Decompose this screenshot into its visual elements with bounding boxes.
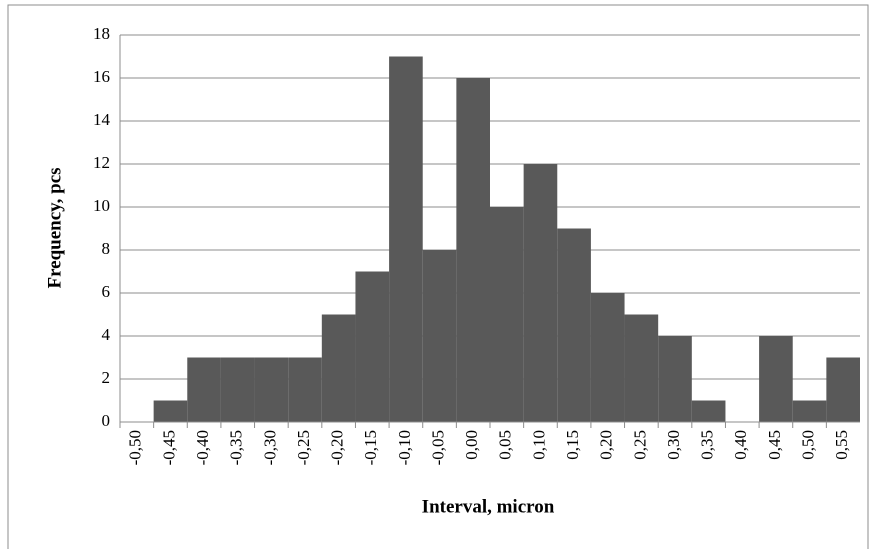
x-tick-label: -0,25 bbox=[294, 430, 313, 465]
x-tick-label: -0,05 bbox=[428, 430, 447, 465]
x-tick-label: -0,30 bbox=[260, 430, 279, 465]
bar bbox=[759, 336, 793, 422]
x-tick-label: 0,50 bbox=[798, 430, 817, 460]
bar bbox=[523, 164, 558, 422]
bar bbox=[288, 357, 322, 422]
bar bbox=[624, 314, 659, 422]
y-tick-label: 14 bbox=[93, 110, 111, 129]
x-tick-label: -0,35 bbox=[227, 430, 246, 465]
bar bbox=[590, 293, 625, 422]
y-axis-title: Frequency, pcs bbox=[44, 167, 65, 288]
y-tick-label: 2 bbox=[102, 368, 111, 387]
bar bbox=[691, 400, 726, 422]
x-tick-label: 0,55 bbox=[832, 430, 851, 460]
bar bbox=[220, 357, 255, 422]
bar bbox=[490, 207, 524, 422]
y-tick-label: 0 bbox=[102, 411, 111, 430]
y-tick-label: 4 bbox=[102, 325, 111, 344]
x-tick-label: 0,10 bbox=[529, 430, 548, 460]
bar bbox=[792, 400, 827, 422]
x-tick-label: -0,15 bbox=[361, 430, 380, 465]
x-tick-label: -0,50 bbox=[126, 430, 145, 465]
x-tick-label: 0,20 bbox=[597, 430, 616, 460]
y-tick-label: 8 bbox=[102, 239, 111, 258]
bar bbox=[389, 56, 423, 422]
x-tick-label: 0,15 bbox=[563, 430, 582, 460]
bar bbox=[456, 78, 490, 422]
x-tick-label: -0,20 bbox=[328, 430, 347, 465]
bar bbox=[254, 357, 289, 422]
bar bbox=[422, 250, 457, 422]
bar bbox=[557, 228, 591, 422]
x-tick-label: 0,25 bbox=[630, 430, 649, 460]
y-tick-label: 10 bbox=[93, 196, 110, 215]
x-tick-label: -0,40 bbox=[193, 430, 212, 465]
y-tick-label: 6 bbox=[102, 282, 111, 301]
x-tick-label: 0,30 bbox=[664, 430, 683, 460]
chart-frame bbox=[7, 4, 869, 549]
x-tick-label: -0,45 bbox=[159, 430, 178, 465]
bar bbox=[658, 336, 692, 422]
y-tick-label: 18 bbox=[93, 24, 110, 43]
y-tick-label: 12 bbox=[93, 153, 110, 172]
x-tick-label: -0,10 bbox=[395, 430, 414, 465]
x-tick-label: 0,35 bbox=[698, 430, 717, 460]
x-axis-title: Interval, micron bbox=[422, 496, 555, 517]
bar bbox=[355, 271, 390, 422]
x-tick-label: 0,40 bbox=[731, 430, 750, 460]
bar bbox=[187, 357, 221, 422]
bar bbox=[153, 400, 188, 422]
x-tick-label: 0,45 bbox=[765, 430, 784, 460]
x-tick-label: 0,00 bbox=[462, 430, 481, 460]
bar bbox=[826, 357, 860, 422]
y-tick-label: 16 bbox=[93, 67, 110, 86]
x-tick-label: 0,05 bbox=[496, 430, 515, 460]
bar bbox=[321, 314, 356, 422]
